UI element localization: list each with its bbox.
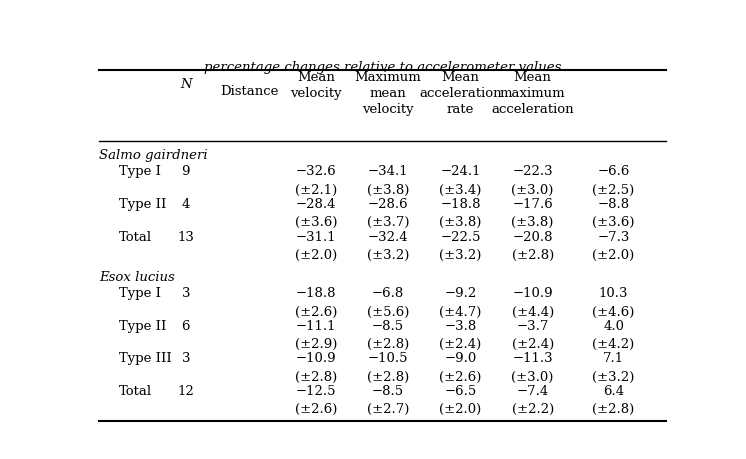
Text: Type II: Type II (119, 197, 166, 211)
Text: (±3.6): (±3.6) (592, 216, 635, 229)
Text: −10.9: −10.9 (295, 352, 336, 364)
Text: −24.1: −24.1 (440, 165, 480, 178)
Text: (±4.7): (±4.7) (439, 305, 482, 318)
Text: −10.9: −10.9 (513, 286, 553, 300)
Text: −11.1: −11.1 (295, 319, 336, 332)
Text: 13: 13 (178, 230, 194, 243)
Text: −3.8: −3.8 (445, 319, 477, 332)
Text: 4.0: 4.0 (603, 319, 624, 332)
Text: −18.8: −18.8 (440, 197, 480, 211)
Text: Type II: Type II (119, 319, 166, 332)
Text: (±2.8): (±2.8) (295, 370, 337, 383)
Text: −28.6: −28.6 (368, 197, 408, 211)
Text: (±3.7): (±3.7) (367, 216, 410, 229)
Text: 7.1: 7.1 (603, 352, 624, 364)
Text: (±3.8): (±3.8) (439, 216, 482, 229)
Text: Distance: Distance (220, 85, 278, 98)
Text: Maximum
mean
velocity: Maximum mean velocity (355, 71, 421, 116)
Text: (±4.6): (±4.6) (592, 305, 635, 318)
Text: −20.8: −20.8 (513, 230, 553, 243)
Text: −8.5: −8.5 (372, 384, 404, 397)
Text: (±5.6): (±5.6) (367, 305, 410, 318)
Text: (±4.2): (±4.2) (592, 337, 635, 350)
Text: (±2.9): (±2.9) (295, 337, 337, 350)
Text: percentage changes relative to accelerometer values: percentage changes relative to accelerom… (204, 61, 561, 73)
Text: (±3.0): (±3.0) (512, 370, 554, 383)
Text: (±4.4): (±4.4) (512, 305, 554, 318)
Text: (±3.8): (±3.8) (512, 216, 554, 229)
Text: N: N (180, 78, 192, 91)
Text: Total: Total (119, 230, 152, 243)
Text: (±2.1): (±2.1) (295, 184, 337, 196)
Text: (±3.2): (±3.2) (439, 248, 482, 261)
Text: (±3.2): (±3.2) (592, 370, 635, 383)
Text: (±2.8): (±2.8) (512, 248, 554, 261)
Text: −32.6: −32.6 (295, 165, 336, 178)
Text: 10.3: 10.3 (599, 286, 628, 300)
Text: Mean
acceleration
rate: Mean acceleration rate (419, 71, 502, 116)
Text: (±2.6): (±2.6) (439, 370, 482, 383)
Text: 12: 12 (178, 384, 194, 397)
Text: Mean
velocity: Mean velocity (290, 71, 342, 100)
Text: −9.0: −9.0 (445, 352, 477, 364)
Text: (±3.2): (±3.2) (367, 248, 410, 261)
Text: −8.8: −8.8 (598, 197, 630, 211)
Text: 4: 4 (181, 197, 190, 211)
Text: −18.8: −18.8 (295, 286, 336, 300)
Text: −9.2: −9.2 (445, 286, 477, 300)
Text: −22.5: −22.5 (440, 230, 480, 243)
Text: −8.5: −8.5 (372, 319, 404, 332)
Text: −31.1: −31.1 (295, 230, 336, 243)
Text: (±2.2): (±2.2) (512, 403, 554, 415)
Text: −10.5: −10.5 (368, 352, 408, 364)
Text: (±2.0): (±2.0) (439, 403, 481, 415)
Text: 6.4: 6.4 (603, 384, 624, 397)
Text: 3: 3 (181, 286, 190, 300)
Text: (±3.8): (±3.8) (367, 184, 410, 196)
Text: Salmo gairdneri: Salmo gairdneri (99, 149, 207, 162)
Text: Esox lucius: Esox lucius (99, 270, 175, 283)
Text: 9: 9 (181, 165, 190, 178)
Text: −32.4: −32.4 (368, 230, 408, 243)
Text: (±2.8): (±2.8) (592, 403, 635, 415)
Text: −12.5: −12.5 (295, 384, 336, 397)
Text: 3: 3 (181, 352, 190, 364)
Text: Type I: Type I (119, 165, 161, 178)
Text: −28.4: −28.4 (295, 197, 336, 211)
Text: (±3.6): (±3.6) (295, 216, 337, 229)
Text: (±2.8): (±2.8) (367, 370, 410, 383)
Text: 6: 6 (181, 319, 190, 332)
Text: −17.6: −17.6 (513, 197, 553, 211)
Text: −34.1: −34.1 (368, 165, 408, 178)
Text: (±2.0): (±2.0) (295, 248, 337, 261)
Text: −6.6: −6.6 (598, 165, 630, 178)
Text: −7.4: −7.4 (516, 384, 549, 397)
Text: (±3.4): (±3.4) (439, 184, 482, 196)
Text: Total: Total (119, 384, 152, 397)
Text: Type III: Type III (119, 352, 172, 364)
Text: (±2.0): (±2.0) (592, 248, 635, 261)
Text: −3.7: −3.7 (516, 319, 549, 332)
Text: (±3.0): (±3.0) (512, 184, 554, 196)
Text: −7.3: −7.3 (598, 230, 630, 243)
Text: −22.3: −22.3 (513, 165, 553, 178)
Text: Mean
maximum
acceleration: Mean maximum acceleration (492, 71, 574, 116)
Text: (±2.4): (±2.4) (439, 337, 481, 350)
Text: (±2.6): (±2.6) (295, 305, 337, 318)
Text: (±2.5): (±2.5) (592, 184, 635, 196)
Text: Type I: Type I (119, 286, 161, 300)
Text: −6.8: −6.8 (372, 286, 404, 300)
Text: (±2.7): (±2.7) (367, 403, 410, 415)
Text: −11.3: −11.3 (513, 352, 553, 364)
Text: (±2.8): (±2.8) (367, 337, 410, 350)
Text: −6.5: −6.5 (445, 384, 477, 397)
Text: (±2.6): (±2.6) (295, 403, 337, 415)
Text: (±2.4): (±2.4) (512, 337, 554, 350)
